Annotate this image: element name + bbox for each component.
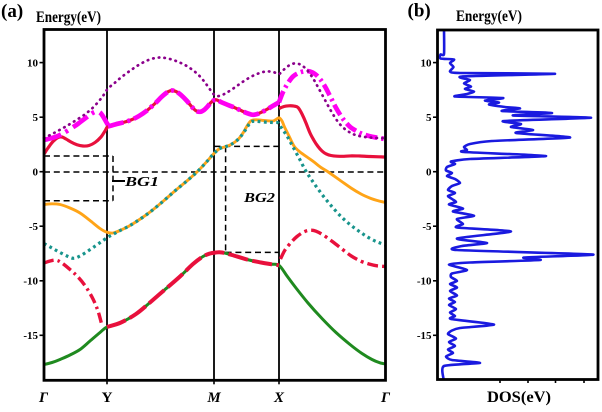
svg-text:-15: -15 (23, 330, 38, 342)
svg-text:BG1: BG1 (124, 175, 159, 190)
svg-text:Energy(eV): Energy(eV) (456, 8, 522, 25)
svg-text:Y: Y (102, 390, 113, 406)
svg-text:-5: -5 (29, 221, 39, 233)
svg-text:DOS(eV): DOS(eV) (487, 389, 551, 406)
svg-text:5: 5 (426, 112, 432, 124)
svg-text:(a): (a) (1, 1, 23, 22)
svg-text:-15: -15 (417, 330, 432, 342)
svg-text:0: 0 (426, 166, 432, 178)
svg-text:-10: -10 (417, 276, 432, 288)
svg-text:5: 5 (33, 112, 39, 124)
svg-text:10: 10 (421, 57, 433, 69)
svg-text:-5: -5 (422, 221, 432, 233)
svg-text:Energy(eV): Energy(eV) (36, 9, 101, 26)
svg-text:X: X (273, 390, 285, 406)
svg-text:(b): (b) (408, 1, 431, 22)
svg-text:10: 10 (27, 57, 39, 69)
svg-text:0: 0 (33, 166, 39, 178)
svg-text:-10: -10 (23, 276, 38, 288)
svg-text:Γ: Γ (38, 390, 49, 406)
svg-text:BG2: BG2 (243, 191, 275, 206)
svg-text:M: M (206, 390, 221, 406)
svg-text:Γ: Γ (380, 390, 391, 406)
